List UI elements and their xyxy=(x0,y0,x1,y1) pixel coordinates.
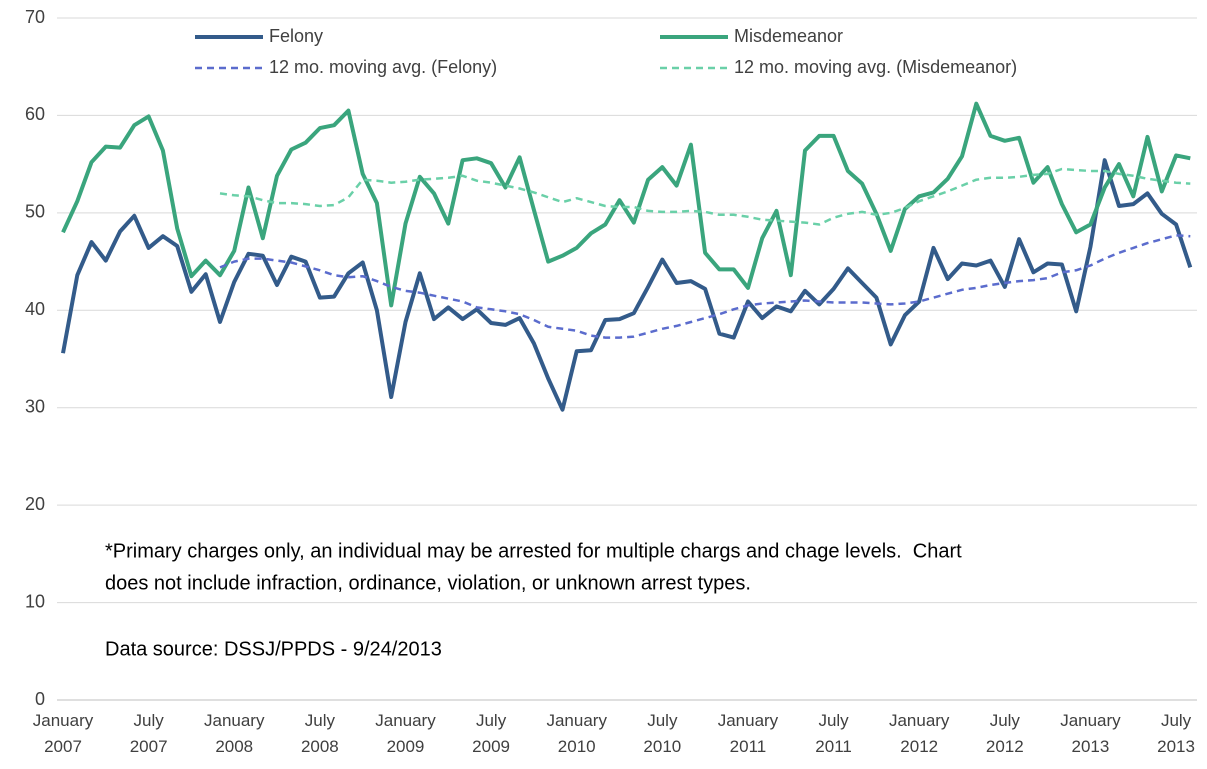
series-line xyxy=(219,167,1191,226)
x-tick-label: July 2010 xyxy=(643,711,681,756)
footnote: *Primary charges only, an individual may… xyxy=(105,540,962,562)
y-tick-label: 30 xyxy=(25,396,45,416)
x-tick-label: January 2010 xyxy=(546,711,607,756)
x-tick-label: January 2007 xyxy=(33,711,94,756)
y-tick-label: 20 xyxy=(25,494,45,514)
series-line xyxy=(61,101,1191,308)
legend-label: 12 mo. moving avg. (Misdemeanor) xyxy=(734,57,1017,77)
y-tick-label: 70 xyxy=(25,7,45,27)
x-tick-label: January 2009 xyxy=(375,711,436,756)
legend-label: 12 mo. moving avg. (Felony) xyxy=(269,57,497,77)
legend-label: Felony xyxy=(269,26,323,46)
x-tick-label: January 2008 xyxy=(204,711,265,756)
y-tick-label: 60 xyxy=(25,104,45,124)
y-tick-label: 50 xyxy=(25,202,45,222)
series-line xyxy=(61,158,1193,412)
x-tick-label: January 2011 xyxy=(718,711,779,756)
x-tick-label: January 2013 xyxy=(1060,711,1121,756)
y-tick-label: 0 xyxy=(35,689,45,709)
series-line xyxy=(219,234,1191,339)
x-tick-label: January 2012 xyxy=(889,711,950,756)
x-tick-label: July 2012 xyxy=(986,711,1024,756)
y-tick-label: 10 xyxy=(25,591,45,611)
legend-label: Misdemeanor xyxy=(734,26,843,46)
x-tick-label: July 2007 xyxy=(130,711,168,756)
footnote: does not include infraction, ordinance, … xyxy=(105,572,751,594)
x-tick-label: July 2011 xyxy=(815,711,852,756)
data-source: Data source: DSSJ/PPDS - 9/24/2013 xyxy=(105,638,442,660)
x-tick-label: July 2009 xyxy=(472,711,510,756)
x-tick-label: July 2008 xyxy=(301,711,339,756)
x-tick-label: July 2013 xyxy=(1157,711,1195,756)
y-tick-label: 40 xyxy=(25,299,45,319)
